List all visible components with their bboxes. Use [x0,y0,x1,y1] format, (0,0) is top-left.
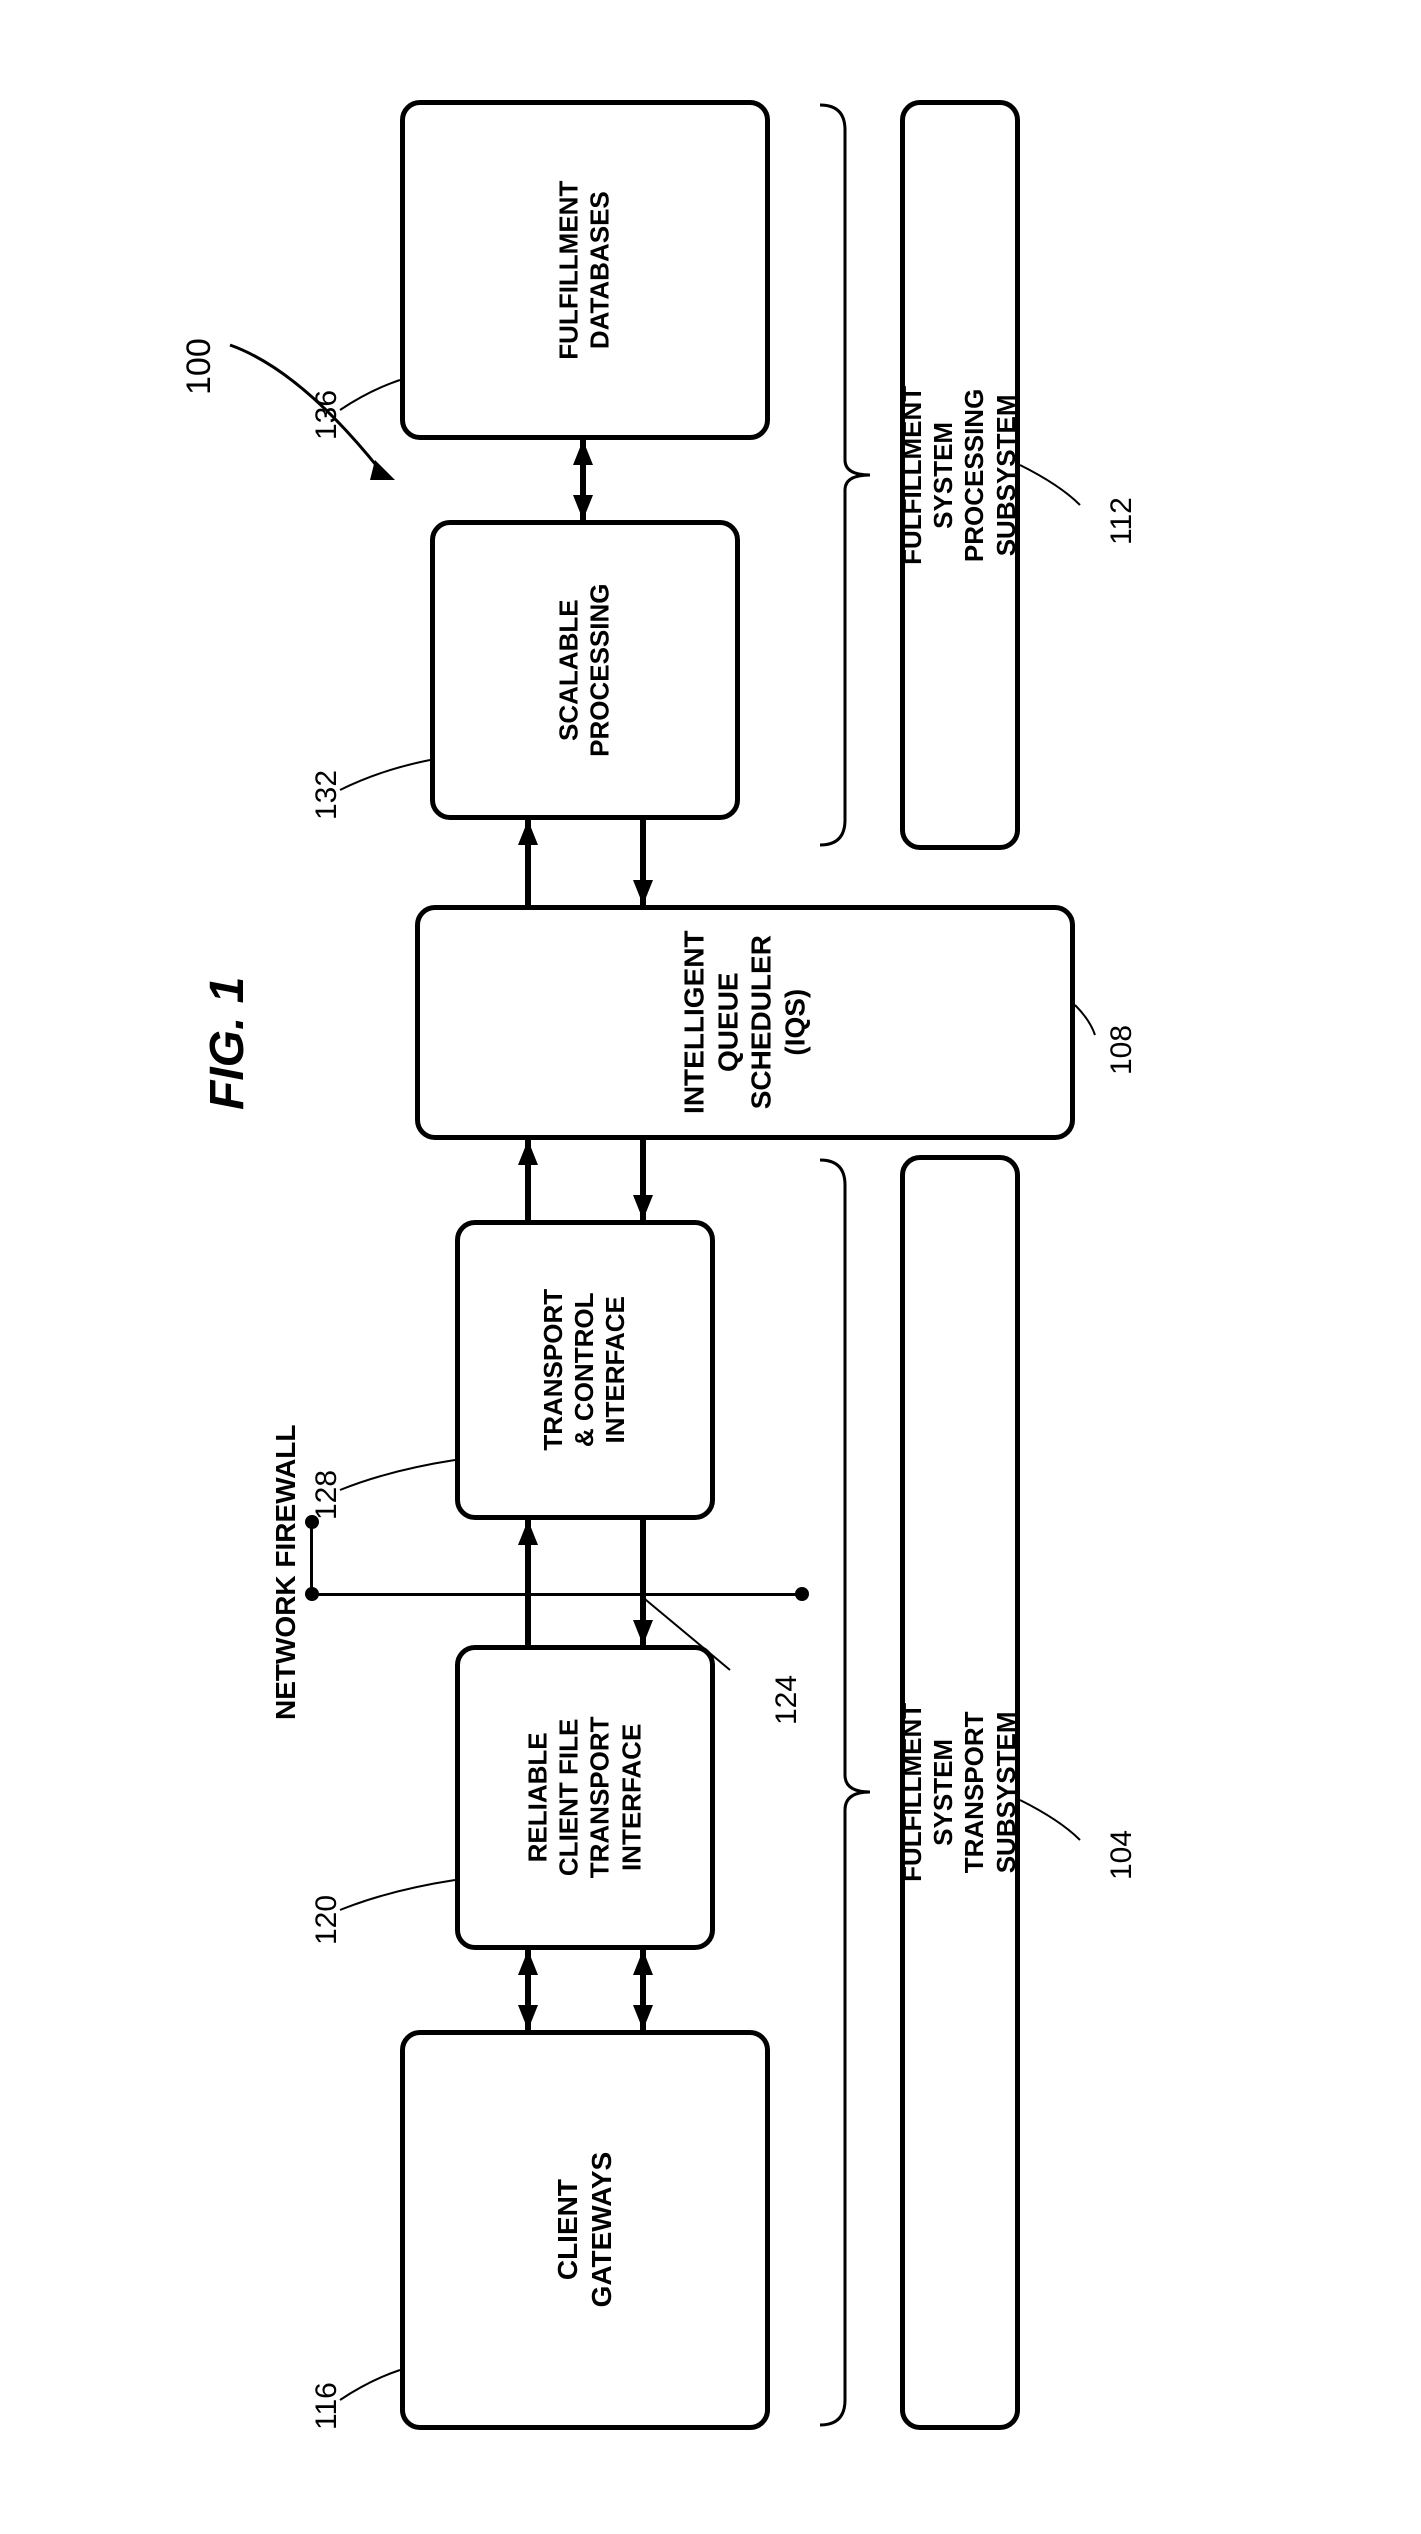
arrowhead-iqs-sc-1 [518,820,538,845]
arrowhead-rc-tc-2 [633,1620,653,1645]
box-client-gateways: CLIENT GATEWAYS [400,2030,770,2430]
box-transport-control: TRANSPORT & CONTROL INTERFACE [455,1220,715,1520]
brace-processing [820,100,880,850]
ref-transport-control: 128 [310,1470,344,1520]
box-reliable-client-label: RELIABLE CLIENT FILE TRANSPORT INTERFACE [523,1717,648,1879]
arrowhead-sc-db-1 [573,440,593,465]
box-transport-subsystem: FULFILLMENT SYSTEM TRANSPORT SUBSYSTEM [900,1155,1020,2430]
ref-fulfillment-db: 136 [310,390,344,440]
box-fulfillment-db-label: FULFILLMENT DATABASES [554,180,616,359]
box-reliable-client: RELIABLE CLIENT FILE TRANSPORT INTERFACE [455,1645,715,1950]
arrowhead-cg-rc-2 [633,1950,653,1975]
arrowhead-cg-rc-1b [518,2005,538,2030]
firewall-line-main [580,1520,800,1600]
ref-transport-subsystem: 104 [1105,1830,1139,1880]
leader-104 [1020,1800,1100,1860]
ref-scalable: 132 [310,770,344,820]
arrowhead-cg-rc-2b [633,2005,653,2030]
arrowhead-tc-iqs-2 [633,1195,653,1220]
leader-116 [340,2370,410,2430]
firewall-dot-left [305,1587,319,1601]
box-iqs: INTELLIGENT QUEUE SCHEDULER (IQS) [415,905,1075,1140]
arrowhead-tc-iqs-1 [518,1140,538,1165]
box-processing-subsystem: FULFILLMENT SYSTEM PROCESSING SUBSYSTEM [900,100,1020,850]
brace-transport [820,1155,880,2430]
arrowhead-rc-tc-1 [518,1520,538,1545]
box-client-gateways-label: CLIENT GATEWAYS [551,2152,618,2308]
arrowhead-cg-rc-1 [518,1950,538,1975]
ref-firewall: 124 [770,1675,804,1725]
leader-112 [1020,465,1100,525]
box-processing-subsystem-label: FULFILLMENT SYSTEM PROCESSING SUBSYSTEM [898,385,1023,564]
box-fulfillment-db: FULFILLMENT DATABASES [400,100,770,440]
figure-title: FIG. 1 [200,977,255,1110]
box-scalable: SCALABLE PROCESSING [430,520,740,820]
ref-reliable-client: 120 [310,1895,344,1945]
leader-136 [340,380,410,440]
ref-processing-subsystem: 112 [1105,497,1139,545]
box-transport-control-label: TRANSPORT & CONTROL INTERFACE [538,1289,632,1451]
arrowhead-sc-db-1b [573,495,593,520]
firewall-dot-right [795,1587,809,1601]
leader-120 [340,1880,460,1940]
leader-108 [1075,1005,1115,1045]
network-firewall-label: NETWORK FIREWALL [270,1424,302,1720]
box-scalable-label: SCALABLE PROCESSING [554,583,616,756]
ref-client-gateways: 116 [310,2382,344,2430]
arrowhead-iqs-sc-2 [633,880,653,905]
box-transport-subsystem-label: FULFILLMENT SYSTEM TRANSPORT SUBSYSTEM [898,1703,1023,1882]
leader-132 [340,760,440,820]
box-iqs-label: INTELLIGENT QUEUE SCHEDULER (IQS) [678,931,812,1115]
leader-128 [340,1460,460,1520]
